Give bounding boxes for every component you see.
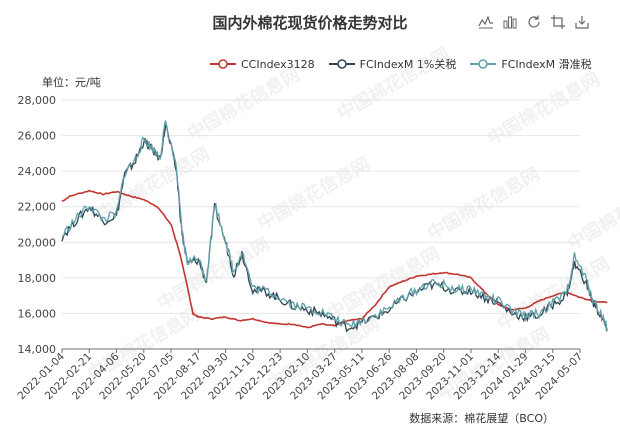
legend-item-ccindex[interactable]: CCIndex3128	[210, 56, 315, 72]
y-tick-label: 28,000	[18, 94, 57, 107]
download-icon[interactable]	[574, 14, 590, 30]
legend-label-ccindex: CCIndex3128	[241, 57, 315, 71]
y-tick-label: 14,000	[18, 343, 57, 356]
legend-label-fcindex-1pct: FCIndexM 1%关税	[359, 58, 457, 71]
y-tick-label: 18,000	[18, 272, 57, 285]
y-tick-label: 20,000	[18, 236, 57, 249]
series-line-1	[61, 189, 608, 329]
crop-icon[interactable]	[550, 14, 566, 30]
chart-title: 国内外棉花现货价格走势对比	[212, 14, 408, 32]
series-line-2	[61, 124, 608, 333]
y-tick-label: 22,000	[18, 201, 57, 214]
toolbox	[478, 14, 590, 30]
source-label: 数据来源：棉花展望（BCO）	[409, 412, 554, 425]
y-tick-label: 24,000	[18, 165, 57, 178]
legend: CCIndex3128 FCIndexM 1%关税 FCIndexM 滑准税	[210, 56, 592, 72]
bar-chart-icon[interactable]	[502, 14, 518, 30]
legend-label-fcindex-sliding: FCIndexM 滑准税	[501, 58, 592, 71]
legend-marker-fcindex-sliding	[470, 59, 497, 69]
legend-marker-fcindex-1pct	[328, 59, 355, 69]
legend-item-fcindex-sliding[interactable]: FCIndexM 滑准税	[470, 56, 592, 72]
line-chart-icon[interactable]	[478, 14, 494, 30]
unit-label: 单位：元/吨	[42, 76, 101, 89]
y-tick-label: 16,000	[18, 307, 57, 320]
legend-marker-ccindex	[210, 59, 236, 69]
series-line-3	[62, 119, 608, 331]
restore-icon[interactable]	[526, 14, 542, 30]
legend-item-fcindex-1pct[interactable]: FCIndexM 1%关税	[328, 56, 457, 72]
y-tick-label: 26,000	[18, 130, 57, 143]
